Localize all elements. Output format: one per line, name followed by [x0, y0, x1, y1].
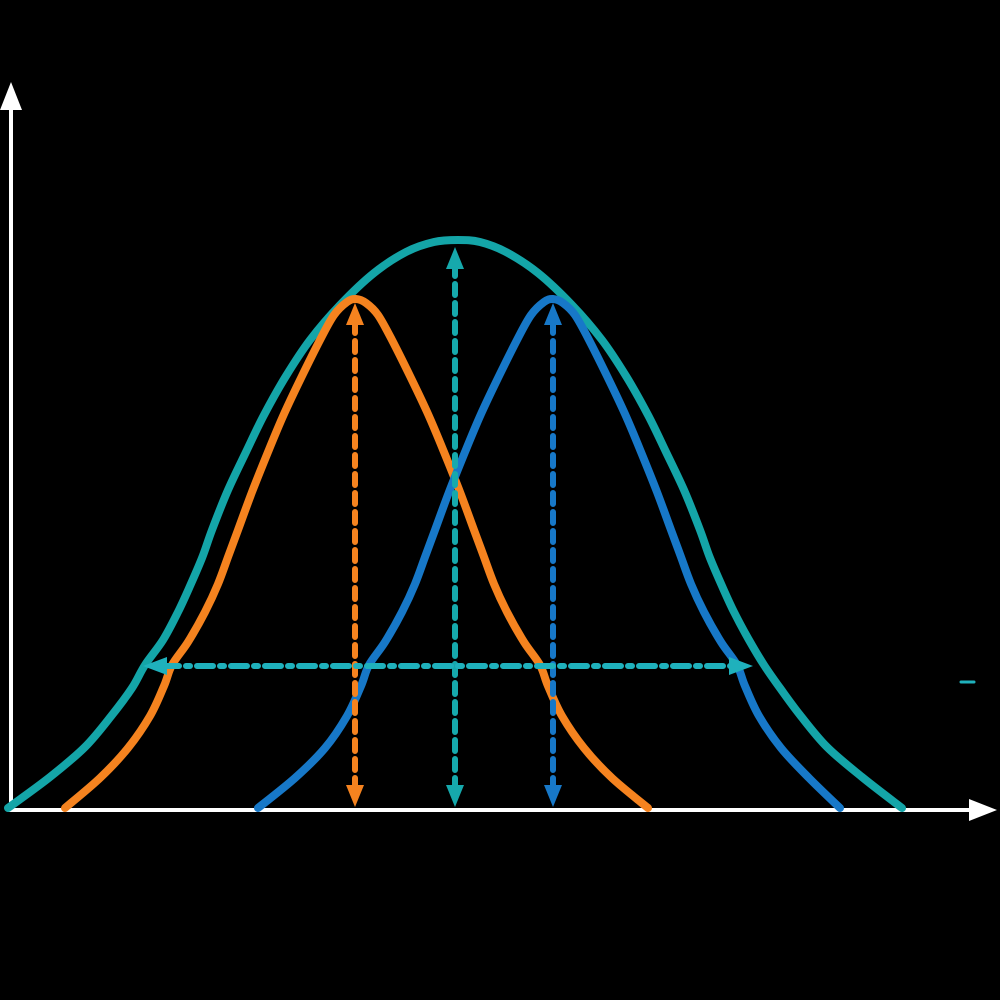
left-peak-height-arrow-head-start — [346, 785, 364, 807]
axes — [0, 82, 997, 821]
right-peak-height-arrow-head-start — [544, 785, 562, 807]
right-component-peak-curve — [254, 294, 844, 812]
envelope-peak-height-arrow-head-start — [446, 785, 464, 807]
envelope-sum-curve — [4, 236, 906, 812]
envelope-width-arrow-head-start — [143, 657, 167, 675]
y-axis-arrowhead — [0, 82, 22, 110]
envelope-width-arrow-head-end — [729, 657, 753, 675]
annotation-arrows — [143, 247, 976, 807]
x-axis-arrowhead — [969, 799, 997, 821]
right-peak-height-arrow-head-end — [544, 303, 562, 325]
curves — [4, 236, 906, 812]
envelope-peak-height-arrow-head-end — [446, 247, 464, 269]
left-component-peak-curve — [61, 294, 652, 812]
left-peak-height-arrow-head-end — [346, 303, 364, 325]
